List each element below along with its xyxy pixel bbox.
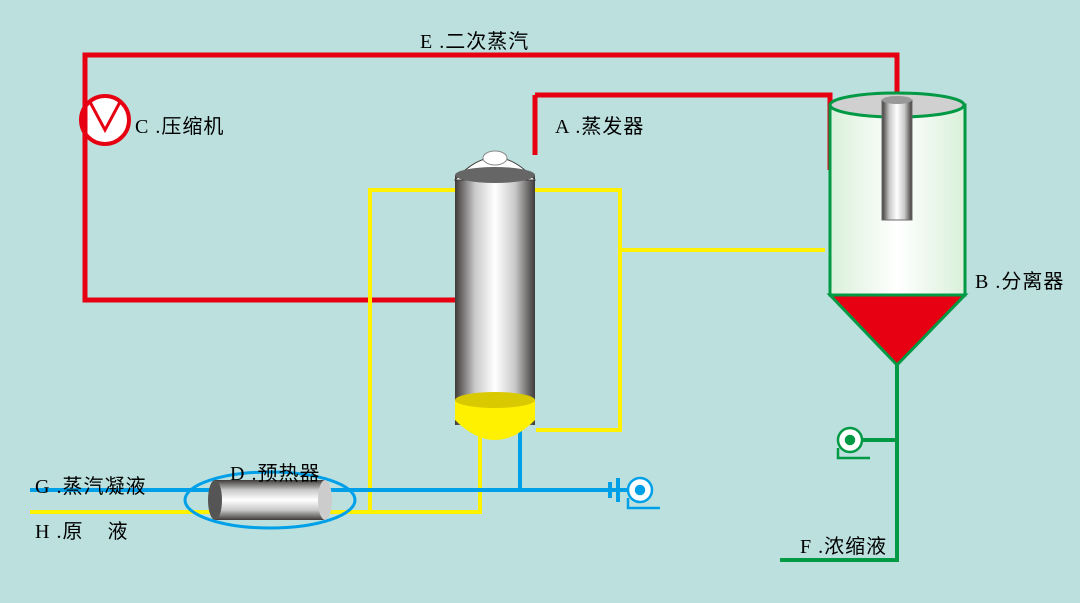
label-C: C .压缩机 (135, 110, 224, 139)
pipe-yellow-liquor (30, 190, 825, 512)
evaporator (455, 151, 535, 440)
label-F: F .浓缩液 (800, 530, 887, 559)
label-B: B .分离器 (975, 265, 1064, 294)
label-A: A .蒸发器 (555, 110, 644, 139)
compressor (81, 96, 129, 144)
pump-condensate (628, 478, 660, 508)
label-E: E .二次蒸汽 (420, 25, 529, 54)
label-D: D .预热器 (230, 457, 320, 486)
label-H: H .原 液 (35, 515, 128, 544)
diagram-canvas (0, 0, 1080, 603)
pump-concentrate (838, 428, 870, 458)
separator (830, 93, 965, 365)
label-G: G .蒸汽凝液 (35, 470, 146, 499)
